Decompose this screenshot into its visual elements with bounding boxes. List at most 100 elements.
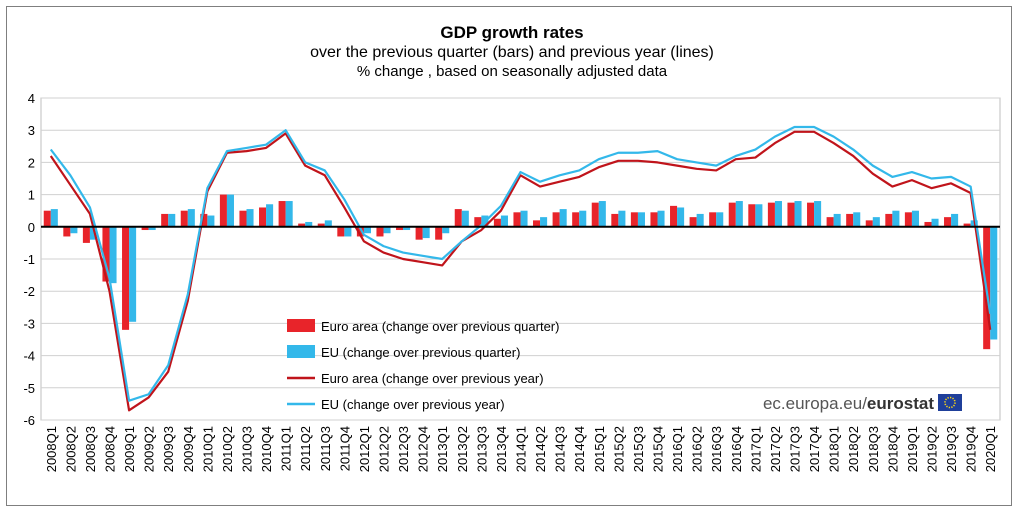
eu-quarter-bar (814, 201, 822, 227)
eu-quarter-bar (872, 217, 880, 227)
y-tick-label: -3 (23, 316, 35, 331)
eu-quarter-bar (324, 220, 332, 227)
chart-subtitle-units: % change , based on seasonally adjusted … (356, 63, 668, 80)
y-tick-label: 3 (28, 123, 35, 138)
y-tick-label: -6 (23, 413, 35, 428)
y-tick-label: 2 (28, 155, 35, 170)
x-tick-label: 2018Q1 (827, 426, 842, 472)
y-tick-label: 1 (28, 188, 35, 203)
euro-area-quarter-bar (650, 212, 658, 227)
x-tick-label: 2019Q4 (964, 426, 979, 472)
euro-area-quarter-bar (591, 202, 599, 227)
x-tick-label: 2017Q3 (788, 426, 803, 472)
eu-year-line (49, 125, 992, 402)
euro-area-quarter-bar (356, 226, 364, 237)
eu-quarter-bar (716, 212, 724, 227)
x-tick-label: 2019Q3 (944, 426, 959, 472)
eu-quarter-bar (344, 226, 352, 237)
eu-quarter-bar (187, 209, 195, 227)
x-tick-label: 2012Q3 (396, 426, 411, 472)
x-tick-label: 2009Q2 (142, 426, 157, 472)
x-tick-label: 2017Q1 (748, 426, 763, 472)
eu-quarter-bar (285, 201, 293, 227)
legend-label: Euro area (change over previous year) (321, 371, 544, 386)
eu-quarter-bar (833, 213, 841, 227)
x-tick-label: 2009Q4 (181, 426, 196, 472)
axis-layer: 4 3 2 1 0 -1 -2 -3 -4 -5 -6 2008Q1 2008Q2 2008Q3 2008Q… (23, 91, 1000, 472)
eu-quarter-bar (951, 213, 959, 227)
legend-swatch (287, 345, 315, 358)
x-tick-label: 2011Q4 (337, 426, 352, 471)
x-tick-label: 2009Q1 (122, 426, 137, 472)
eu-quarter-bar (794, 201, 802, 227)
chart-frame (6, 6, 1012, 506)
x-tick-label: 2014Q1 (514, 426, 529, 472)
x-tick-label: 2013Q4 (494, 426, 509, 472)
legend-label: EU (change over previous quarter) (321, 345, 520, 360)
eu-quarter-bar (246, 209, 254, 227)
eu-quarter-bar (990, 226, 998, 340)
euro-area-quarter-bar (122, 226, 130, 330)
euro-area-quarter-bar (924, 221, 932, 227)
euro-area-quarter-bar (337, 226, 345, 237)
x-tick-label: 2019Q2 (925, 426, 940, 472)
euro-area-quarter-bar (885, 213, 893, 227)
x-tick-label: 2012Q1 (357, 426, 372, 472)
eu-quarter-bar (148, 226, 156, 231)
x-tick-label: 2011Q3 (318, 426, 333, 471)
eu-quarter-bar (735, 201, 743, 227)
euro-area-quarter-bar (415, 226, 423, 240)
eu-quarter-bar (618, 210, 626, 227)
euro-area-quarter-bar (141, 226, 149, 231)
eu-quarter-bar (168, 213, 176, 227)
eu-quarter-bar (500, 215, 508, 227)
eu-quarter-bar (305, 221, 313, 227)
euro-area-quarter-bar (161, 213, 169, 227)
y-tick-label: 4 (28, 91, 35, 106)
chart-title: GDP growth rates (440, 23, 584, 42)
eu-quarter-bar (129, 226, 137, 322)
eu-quarter-bar (892, 210, 900, 227)
x-tick-label: 2019Q1 (905, 426, 920, 472)
x-tick-label: 2008Q1 (44, 426, 59, 472)
eu-quarter-bar (442, 226, 450, 234)
eu-quarter-bar (89, 226, 97, 240)
source-brand: eurostat (867, 394, 934, 413)
source-credit: ec.europa.eu/eurostat (763, 394, 962, 413)
euro-area-quarter-bar (474, 217, 482, 227)
euro-area-quarter-bar (278, 201, 286, 227)
euro-area-quarter-bar (533, 220, 541, 227)
eu-quarter-bar (931, 218, 939, 227)
eu-quarter-bar (579, 210, 587, 227)
euro-area-quarter-bar (493, 218, 501, 227)
euro-area-quarter-bar (787, 202, 795, 227)
x-tick-label: 2018Q3 (866, 426, 881, 472)
euro-area-quarter-bar (807, 202, 815, 227)
x-tick-label: 2012Q4 (416, 426, 431, 472)
euro-area-quarter-bar (846, 213, 854, 227)
x-tick-label: 2013Q1 (435, 426, 450, 472)
euro-area-quarter-bar (865, 220, 873, 227)
euro-area-quarter-bar (630, 212, 638, 227)
x-tick-label: 2008Q4 (103, 426, 118, 472)
title-block: GDP growth rates over the previous quart… (0, 22, 1024, 81)
lines-layer (49, 125, 992, 412)
x-tick-label: 2010Q4 (259, 426, 274, 472)
eu-quarter-bar (559, 209, 567, 227)
eu-quarter-bar (755, 204, 763, 227)
legend: Euro area (change over previous quarter)… (287, 319, 559, 412)
eu-quarter-bar (383, 226, 391, 234)
euro-area-quarter-bar (259, 207, 267, 227)
y-tick-label: -2 (23, 284, 35, 299)
euro-area-quarter-bar (43, 210, 51, 227)
euro-area-quarter-bar (180, 210, 188, 227)
eu-quarter-bar (657, 210, 665, 227)
x-tick-label: 2010Q2 (220, 426, 235, 472)
euro-area-quarter-bar (572, 212, 580, 227)
y-tick-label: -4 (23, 349, 35, 364)
x-tick-label: 2016Q4 (729, 426, 744, 472)
euro-area-quarter-bar (102, 226, 110, 282)
x-tick-label: 2016Q3 (709, 426, 724, 472)
x-tick-label: 2011Q1 (279, 426, 294, 471)
